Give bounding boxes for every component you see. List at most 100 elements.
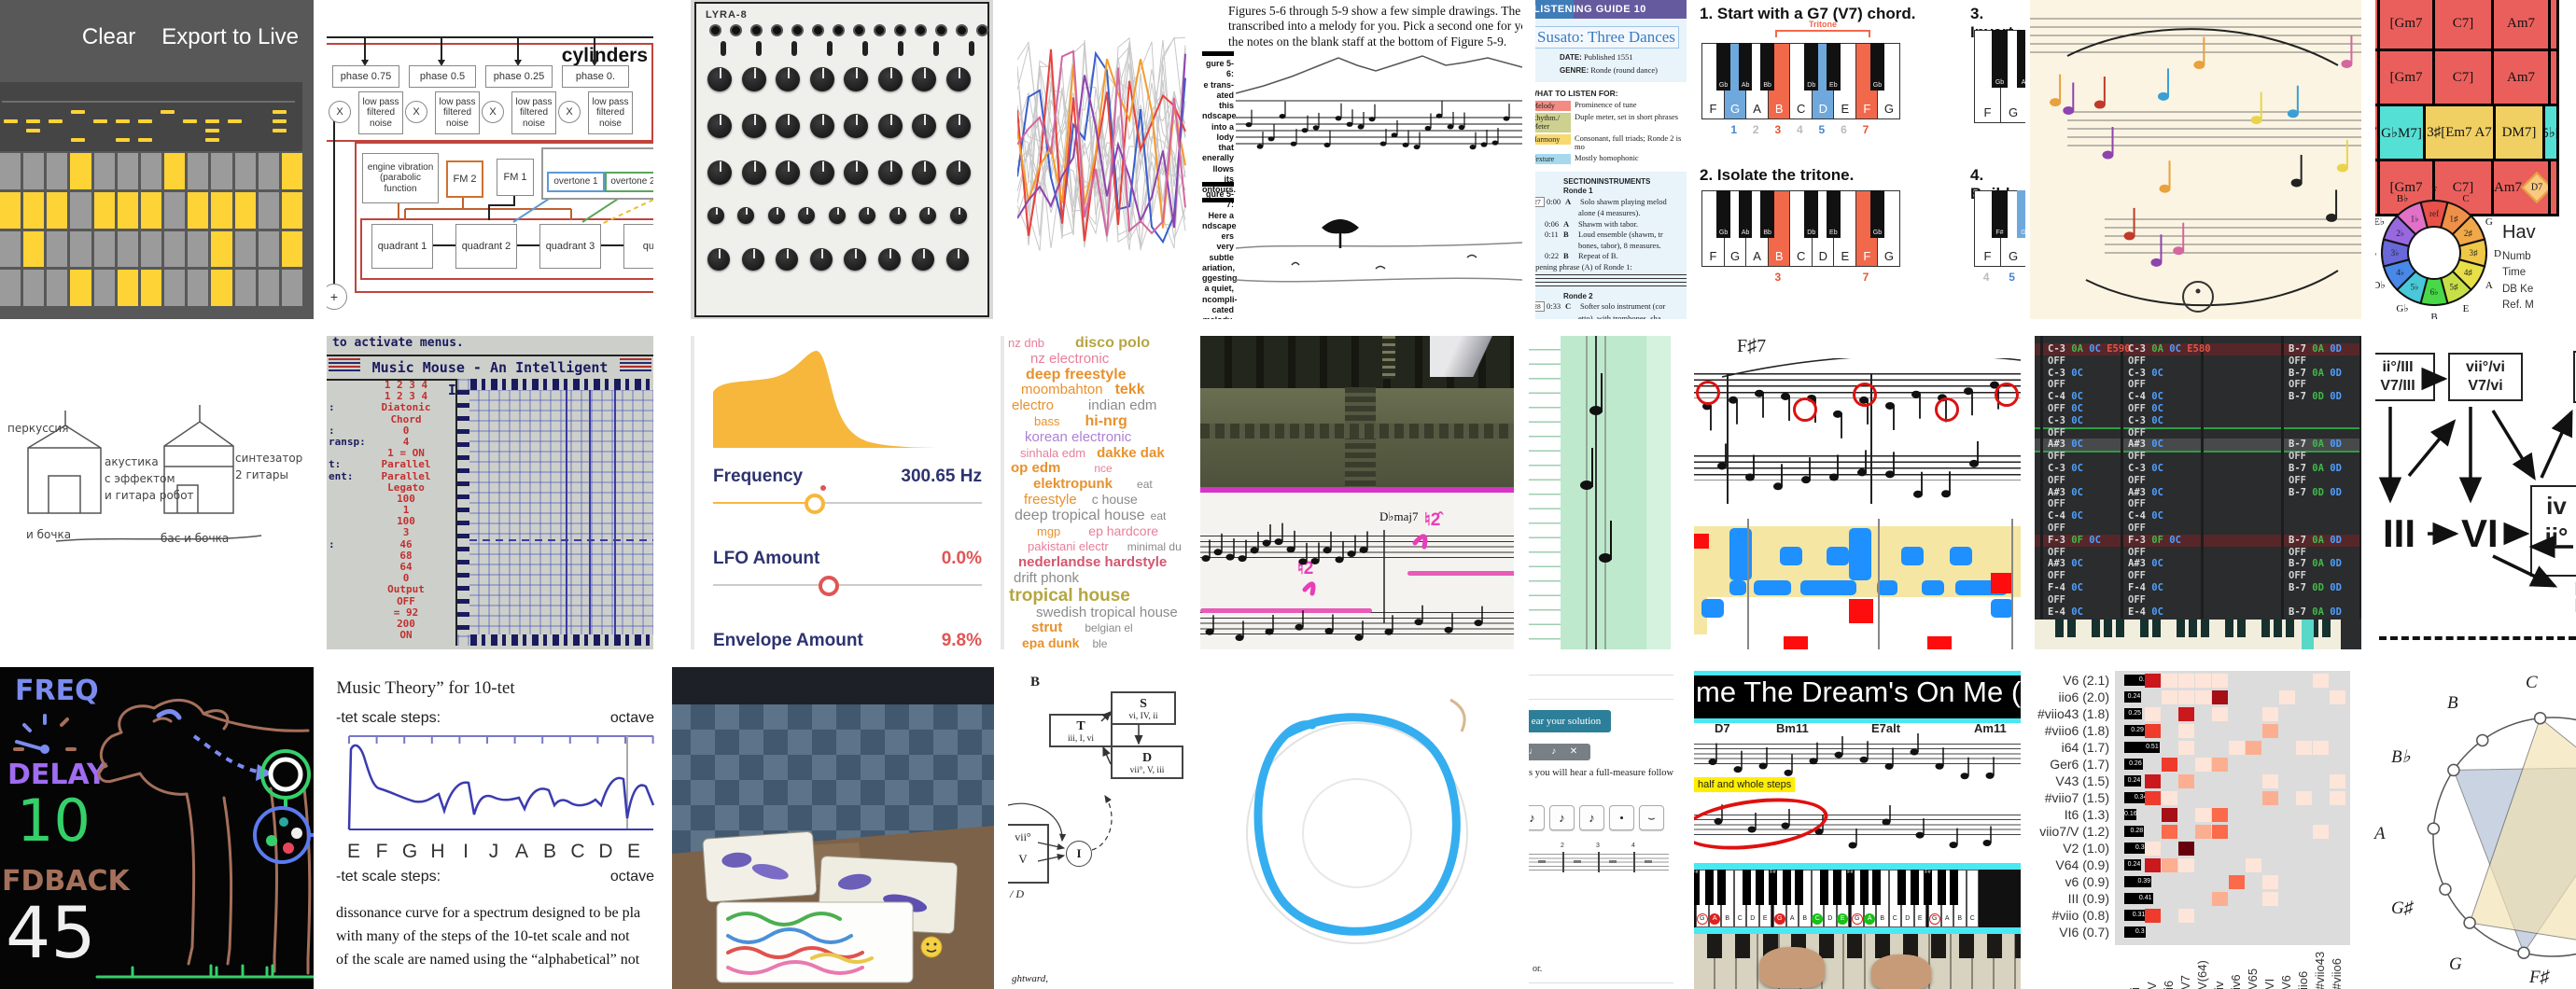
chord-cell[interactable]: 3♯[Em7 A7 (2423, 104, 2496, 161)
heatmap-cell[interactable] (2212, 808, 2228, 822)
tracker-cell[interactable]: OFF (2048, 498, 2065, 509)
synth-knob[interactable] (945, 114, 971, 138)
step-cell[interactable] (140, 270, 162, 306)
heatmap-cell[interactable] (2178, 707, 2194, 721)
synth-knob[interactable] (776, 160, 800, 185)
fsharp-key[interactable]: F# (1846, 870, 1855, 905)
genre-word[interactable]: epa dunk (1022, 635, 1080, 649)
step-cell[interactable] (93, 191, 115, 229)
black-key[interactable]: Db (1804, 190, 1819, 238)
export-to-live-button[interactable]: Export to Live (161, 24, 299, 49)
tracker-cell[interactable]: OFF (2128, 475, 2146, 486)
black-key[interactable] (1820, 870, 1828, 905)
genre-word[interactable]: drift phonk (1014, 569, 1080, 586)
black-key[interactable]: Gb (1870, 43, 1884, 91)
genre-word[interactable]: ep hardcore (1088, 522, 1159, 538)
step-cell[interactable] (211, 270, 232, 306)
tracker-cell[interactable]: C-3 0C (2048, 415, 2083, 426)
patch-jack[interactable] (853, 24, 865, 36)
slider-handle[interactable] (818, 576, 839, 596)
genre-word[interactable]: deep tropical house (1015, 507, 1145, 523)
tracker-cell[interactable]: OFF (2048, 594, 2065, 606)
tracker-cell[interactable]: OFF (2289, 355, 2306, 367)
tracker-cell[interactable]: C-3 0A 0C E580 (2128, 343, 2211, 355)
heatmap-cell[interactable] (2145, 791, 2161, 805)
patch-jack[interactable] (771, 24, 783, 36)
synth-knob[interactable] (776, 248, 798, 271)
heatmap-cell[interactable] (2212, 690, 2228, 704)
heatmap-cell[interactable] (2178, 774, 2194, 788)
tracker-cell[interactable]: C-3 0C (2128, 368, 2163, 379)
tracker-cell[interactable]: OFF (2048, 475, 2065, 486)
genre-word[interactable]: nz electronic (1030, 350, 1110, 367)
heatmap-cell[interactable] (2162, 690, 2177, 704)
black-key[interactable]: Gb (1716, 43, 1730, 91)
step-cell[interactable] (234, 153, 256, 189)
genre-word[interactable]: electro (1012, 397, 1055, 414)
synth-knob[interactable] (809, 67, 834, 91)
black-key[interactable] (1832, 870, 1841, 905)
step-cell[interactable] (23, 270, 45, 306)
synth-knob[interactable] (877, 248, 901, 271)
step-cell[interactable] (164, 270, 186, 306)
step-cell[interactable] (0, 270, 21, 306)
genre-word[interactable]: deep freestyle (1026, 366, 1127, 383)
heatmap-cell[interactable] (2279, 690, 2295, 704)
heatmap-cell[interactable] (2178, 724, 2194, 738)
black-key[interactable] (1795, 870, 1803, 905)
step-cell[interactable] (258, 191, 279, 229)
patch-jack[interactable] (874, 24, 886, 36)
black-key[interactable]: Gb (1716, 190, 1730, 238)
toggle-switch[interactable] (898, 41, 903, 56)
black-key[interactable] (1897, 870, 1906, 905)
chord-cell[interactable]: Am7 (2491, 0, 2551, 51)
genre-word[interactable]: c house (1091, 491, 1138, 507)
synth-knob[interactable] (945, 248, 969, 271)
tracker-cell[interactable]: E-4 0C (2048, 606, 2083, 618)
step-cell[interactable] (281, 153, 302, 189)
tracker-cell[interactable]: OFF (2128, 547, 2146, 558)
heatmap-cell[interactable] (2162, 674, 2177, 688)
heatmap-cell[interactable] (2296, 741, 2312, 755)
synth-knob[interactable] (945, 67, 971, 91)
tracker-cell[interactable]: F-4 0C (2128, 582, 2163, 593)
heatmap-cell[interactable] (2330, 774, 2345, 788)
black-key[interactable]: Db (1804, 43, 1819, 91)
tracker-cell[interactable]: OFF (2128, 427, 2146, 439)
tracker-cell[interactable]: OFF (2048, 522, 2065, 534)
genre-word[interactable]: nederlandse hardstyle (1018, 554, 1168, 571)
black-key[interactable] (1872, 870, 1881, 905)
toggle-switch[interactable] (969, 41, 974, 56)
step-cell[interactable] (70, 270, 91, 306)
note-duration-button[interactable]: ♪ (1579, 805, 1604, 830)
toggle-switch[interactable] (721, 41, 726, 56)
toggle-switch[interactable] (933, 41, 939, 56)
step-cell[interactable] (164, 153, 186, 189)
patch-jack[interactable] (894, 24, 906, 36)
synth-knob[interactable] (776, 67, 800, 91)
genre-word[interactable]: minimal du (1127, 540, 1182, 554)
black-key[interactable] (1859, 870, 1869, 905)
genre-word[interactable]: eat (1137, 478, 1153, 492)
tracker-cell[interactable]: B-7 0A 0D (2289, 463, 2342, 474)
heatmap-cell[interactable] (2145, 858, 2161, 872)
heatmap-cell[interactable] (2195, 808, 2211, 822)
heatmap-cell[interactable] (2145, 909, 2161, 923)
tracker-cell[interactable]: OFF (2128, 522, 2146, 534)
tracker-cell[interactable]: A#3 0C (2048, 558, 2083, 569)
freq-gauge-icon[interactable] (7, 708, 82, 757)
note-duration-button[interactable]: ⌣ (1639, 805, 1664, 830)
heatmap-cell[interactable] (2229, 875, 2245, 889)
genre-word[interactable]: nz dnb (1008, 336, 1045, 350)
chord-cell[interactable]: Am7 (2491, 49, 2551, 106)
black-key[interactable]: Ab (1738, 190, 1753, 238)
step-cell[interactable] (234, 270, 256, 306)
heatmap-cell[interactable] (2262, 892, 2278, 906)
patch-jack[interactable] (730, 24, 742, 36)
tracker-cell[interactable]: OFF (2289, 570, 2306, 581)
step-cell[interactable] (281, 191, 302, 229)
synth-knob[interactable] (844, 160, 868, 185)
pitch-grid[interactable] (457, 379, 653, 646)
step-cell[interactable] (188, 270, 209, 306)
step-cell[interactable] (23, 153, 45, 189)
